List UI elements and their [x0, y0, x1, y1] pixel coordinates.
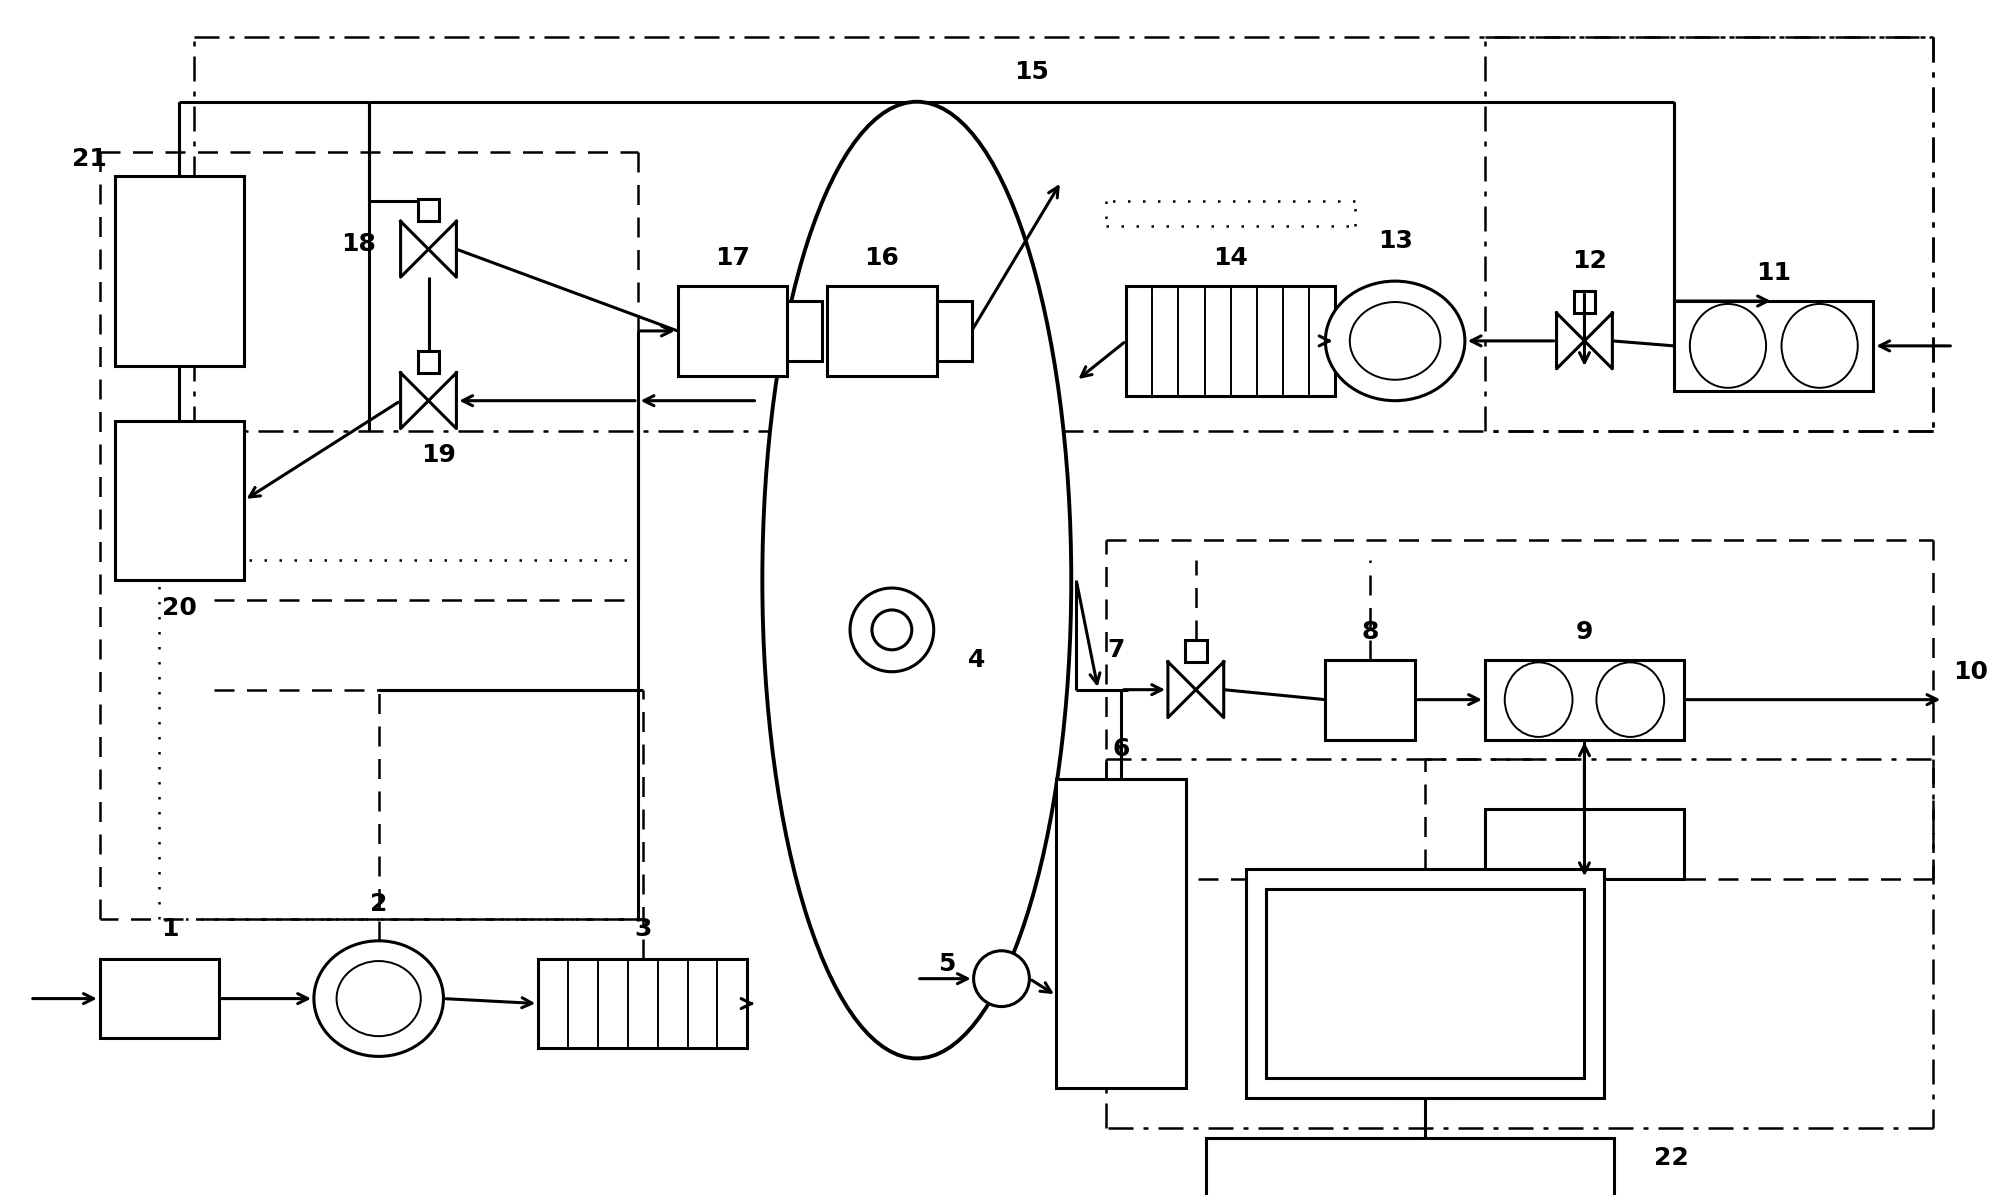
- Bar: [1183, 640, 1205, 662]
- Bar: [418, 351, 440, 372]
- Polygon shape: [400, 221, 428, 278]
- Bar: [99, 959, 219, 1039]
- Text: 3: 3: [634, 917, 650, 941]
- Polygon shape: [1168, 662, 1195, 717]
- Text: 16: 16: [863, 247, 899, 271]
- Bar: [1484, 809, 1683, 879]
- Bar: [1126, 286, 1335, 396]
- Bar: [1205, 1138, 1613, 1197]
- Text: 12: 12: [1571, 249, 1605, 273]
- Text: 19: 19: [422, 444, 455, 468]
- Bar: [788, 300, 821, 360]
- Ellipse shape: [1689, 304, 1764, 388]
- Bar: [418, 200, 440, 221]
- Bar: [1056, 779, 1185, 1088]
- Bar: [1265, 889, 1583, 1078]
- Bar: [1484, 660, 1683, 740]
- Ellipse shape: [1595, 662, 1663, 737]
- Ellipse shape: [314, 941, 444, 1057]
- Ellipse shape: [871, 610, 911, 650]
- Ellipse shape: [973, 950, 1028, 1007]
- Ellipse shape: [336, 961, 420, 1037]
- Bar: [537, 959, 748, 1049]
- Bar: [827, 286, 937, 376]
- Bar: [1325, 660, 1414, 740]
- Bar: [1573, 291, 1595, 312]
- Text: 22: 22: [1653, 1146, 1689, 1169]
- Text: 14: 14: [1213, 247, 1247, 271]
- Ellipse shape: [849, 588, 933, 672]
- Text: 20: 20: [161, 596, 197, 620]
- Ellipse shape: [762, 102, 1070, 1058]
- Text: 7: 7: [1106, 638, 1124, 662]
- Text: 6: 6: [1112, 737, 1130, 761]
- Ellipse shape: [1780, 304, 1858, 388]
- Text: 4: 4: [967, 648, 985, 672]
- Text: 8: 8: [1360, 620, 1378, 644]
- Bar: [115, 176, 245, 366]
- Ellipse shape: [1325, 281, 1464, 401]
- Text: 1: 1: [161, 917, 179, 941]
- Polygon shape: [428, 221, 455, 278]
- Text: 10: 10: [1951, 660, 1987, 683]
- Polygon shape: [400, 372, 428, 429]
- Ellipse shape: [1349, 302, 1440, 379]
- Polygon shape: [1195, 662, 1223, 717]
- Bar: [115, 420, 245, 581]
- Text: 13: 13: [1376, 230, 1412, 254]
- Bar: [937, 300, 971, 360]
- Bar: [1245, 869, 1603, 1099]
- Text: 2: 2: [370, 892, 388, 916]
- Text: 5: 5: [937, 952, 955, 976]
- Text: 9: 9: [1575, 620, 1593, 644]
- Polygon shape: [428, 372, 455, 429]
- Bar: [1673, 300, 1872, 390]
- Polygon shape: [1583, 312, 1611, 369]
- Ellipse shape: [1504, 662, 1571, 737]
- Polygon shape: [1555, 312, 1583, 369]
- Text: 21: 21: [72, 146, 107, 170]
- Bar: [678, 286, 788, 376]
- Text: 11: 11: [1756, 261, 1790, 285]
- Text: 18: 18: [342, 232, 376, 256]
- Text: 17: 17: [714, 247, 750, 271]
- Text: 15: 15: [1014, 60, 1048, 84]
